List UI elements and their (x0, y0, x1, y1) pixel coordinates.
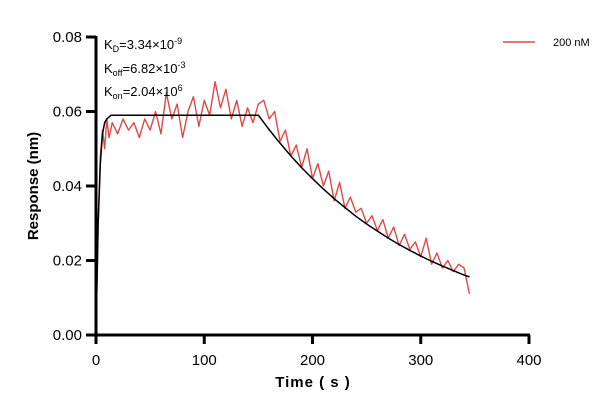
kd-annotation: KD=3.34×10-9 (104, 36, 182, 54)
x-tick-label: 400 (516, 352, 541, 369)
fit-curve-line (95, 114, 470, 336)
x-axis-label: Time ( s ) (275, 374, 351, 391)
kinetic-annotations: KD=3.34×10-9 Koff=6.82×10-3 Kon=2.04×106 (104, 36, 185, 101)
ticks-layer: 0 100 200 300 400 0.00 0.02 0.04 0.06 0.08 (53, 29, 542, 369)
y-tick-label: 0.08 (53, 29, 82, 46)
x-tick-label: 300 (408, 352, 433, 369)
y-tick-label: 0.00 (53, 327, 82, 344)
legend: 200 nM (503, 37, 590, 49)
kon-annotation: Kon=2.04×106 (104, 83, 183, 101)
y-tick-label: 0.02 (53, 253, 82, 270)
y-axis-label: Response (nm) (25, 132, 42, 240)
legend-label-200nm: 200 nM (553, 37, 590, 49)
series-line-200nm (95, 80, 471, 336)
y-tick-label: 0.04 (53, 178, 82, 195)
x-tick-label: 100 (192, 352, 217, 369)
x-tick-label: 0 (92, 352, 100, 369)
koff-annotation: Koff=6.82×10-3 (104, 60, 185, 78)
x-tick-label: 200 (300, 352, 325, 369)
y-tick-label: 0.06 (53, 104, 82, 121)
series-layer (95, 80, 471, 336)
